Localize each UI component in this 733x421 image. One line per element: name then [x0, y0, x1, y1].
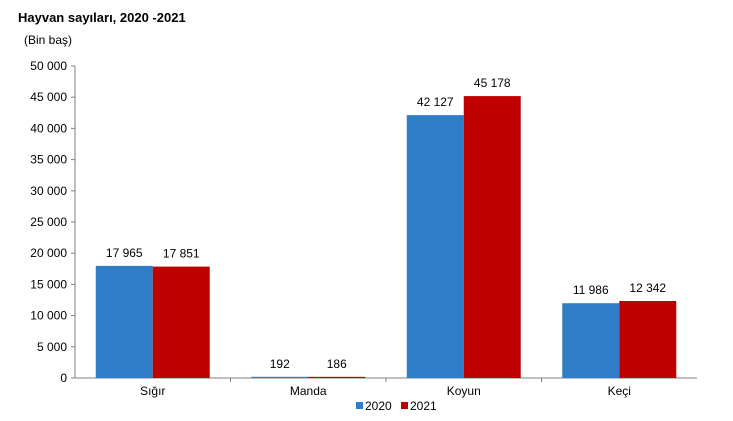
chart-title: Hayvan sayıları, 2020 -2021 — [18, 10, 186, 25]
legend-swatch-2020 — [356, 402, 363, 409]
data-label: 11 986 — [573, 283, 609, 297]
bar-2020-1 — [251, 376, 309, 378]
y-tick-label: 35 000 — [30, 153, 67, 167]
data-label: 45 178 — [474, 76, 511, 90]
bar-2020-2 — [406, 115, 464, 379]
bar-2021-2 — [463, 96, 521, 378]
y-tick-label: 5 000 — [37, 340, 67, 354]
data-label: 12 342 — [629, 281, 666, 295]
y-tick-label: 15 000 — [30, 277, 67, 291]
bar-2020-3 — [562, 303, 620, 378]
unit-label: (Bin baş) — [24, 33, 73, 47]
y-tick-label: 0 — [60, 371, 67, 385]
category-label: Manda — [290, 384, 327, 398]
bar-2021-3 — [619, 300, 677, 378]
data-label: 17 851 — [163, 247, 200, 261]
bar-2020-0 — [95, 265, 153, 378]
y-tick-label: 20 000 — [30, 246, 67, 260]
bar-2021-1 — [308, 376, 366, 378]
data-label: 17 965 — [106, 246, 143, 260]
data-labels: 17 965 17 851 192 186 42 127 45 178 11 986 12 3… — [106, 76, 667, 371]
y-tick-label: 40 000 — [30, 121, 67, 135]
data-label: 42 127 — [417, 95, 454, 109]
category-label: Keçi — [608, 384, 631, 398]
data-label: 186 — [327, 357, 347, 371]
legend: 2020 2021 — [356, 399, 437, 413]
legend-swatch-2021 — [401, 402, 408, 409]
y-tick-label: 10 000 — [30, 309, 67, 323]
bars — [95, 96, 677, 379]
category-label: Koyun — [447, 384, 481, 398]
y-tick-label: 45 000 — [30, 90, 67, 104]
y-tick-label: 25 000 — [30, 215, 67, 229]
y-tick-label: 30 000 — [30, 184, 67, 198]
y-tick-label: 50 000 — [30, 59, 67, 73]
category-label: Sığır — [140, 384, 165, 398]
legend-label: 2020 — [365, 399, 392, 413]
legend-label: 2021 — [410, 399, 437, 413]
bar-2021-0 — [152, 266, 210, 378]
data-label: 192 — [270, 357, 290, 371]
